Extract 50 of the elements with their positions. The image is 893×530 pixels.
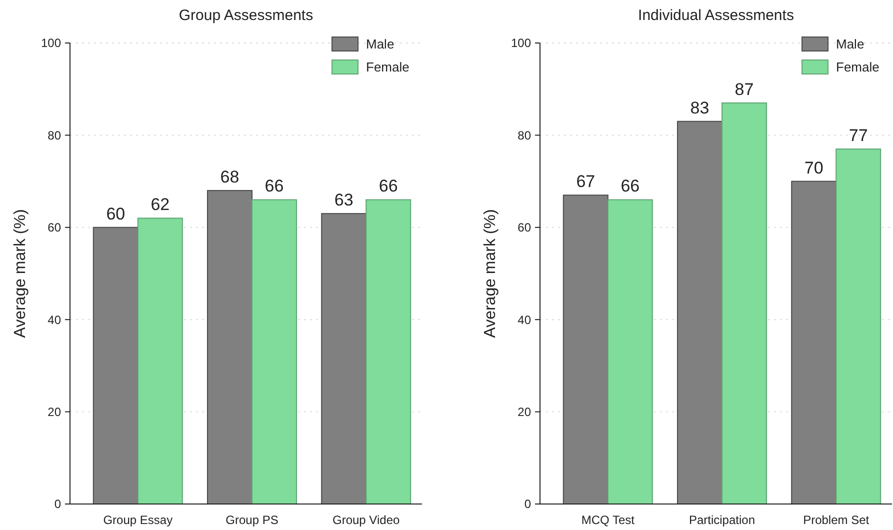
x-tick-label: Group Video	[332, 513, 400, 527]
legend-label: Female	[836, 60, 880, 75]
x-tick-label: MCQ Test	[581, 513, 636, 527]
bar	[252, 199, 297, 504]
legend-label: Female	[366, 60, 410, 75]
chart-title: Individual Assessments	[638, 7, 794, 24]
bar	[92, 226, 138, 504]
data-label: 87	[734, 80, 754, 99]
data-label: 70	[804, 158, 824, 178]
data-label: 63	[334, 190, 354, 210]
y-axis-title: Average mark (%)	[12, 209, 29, 338]
y-tick-label: 0	[54, 497, 62, 512]
legend-label: Male	[366, 36, 394, 52]
x-tick-label: Problem Set	[803, 513, 870, 527]
x-tick-label: Group PS	[226, 513, 278, 527]
data-label: 66	[620, 176, 640, 196]
bar	[836, 148, 882, 504]
y-axis-title: Average mark (%)	[482, 209, 499, 338]
data-label: 66	[264, 176, 284, 196]
data-label: 77	[848, 126, 868, 146]
y-tick-label: 20	[518, 405, 532, 419]
data-label: 62	[150, 195, 170, 214]
bar	[677, 120, 722, 504]
chart-title: Group Assessments	[178, 7, 314, 24]
x-tick-label: Group Essay	[103, 513, 173, 527]
x-tick-label: Participation	[688, 513, 756, 527]
y-tick-label: 0	[524, 497, 532, 512]
bar	[366, 199, 412, 504]
y-tick-label: 40	[48, 312, 62, 327]
y-tick-label: 60	[518, 220, 532, 235]
data-label: 68	[220, 168, 240, 187]
bar	[321, 213, 367, 504]
bar	[207, 190, 252, 504]
data-label: 83	[690, 98, 710, 118]
bar	[137, 218, 183, 504]
y-tick-label: 80	[518, 128, 532, 142]
y-tick-label: 80	[48, 128, 62, 142]
data-label: 60	[106, 204, 126, 224]
y-tick-label: 60	[48, 220, 62, 235]
y-tick-label: 100	[40, 36, 62, 50]
data-label: 66	[378, 176, 398, 196]
bar	[791, 180, 837, 504]
bar	[562, 194, 608, 504]
legend-label: Male	[836, 36, 864, 52]
bar	[607, 199, 653, 504]
bar	[722, 102, 767, 504]
y-tick-label: 100	[510, 36, 532, 50]
data-label: 67	[576, 172, 596, 192]
y-tick-label: 40	[518, 312, 532, 327]
y-tick-label: 20	[48, 405, 62, 419]
